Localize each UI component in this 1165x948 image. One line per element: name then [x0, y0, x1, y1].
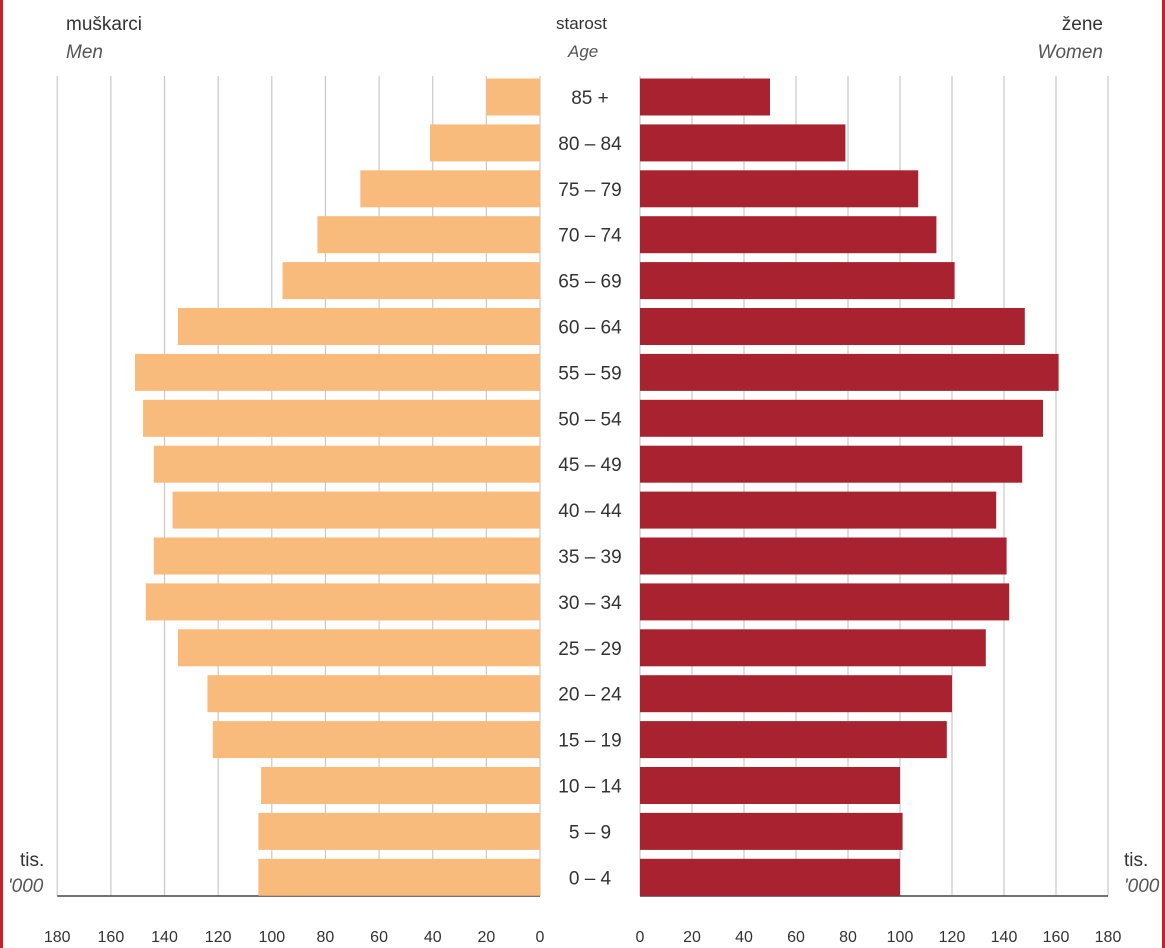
x-tick-label-left: 140	[151, 929, 178, 946]
age-group-label: 35 – 39	[558, 547, 621, 568]
bar-women	[640, 308, 1025, 345]
age-group-label: 50 – 54	[558, 409, 622, 430]
bar-women	[640, 399, 1043, 437]
age-group-label: 80 – 84	[558, 134, 622, 155]
age-label: starost	[556, 14, 608, 33]
bar-men	[177, 629, 540, 667]
x-tick-label-left: 80	[317, 929, 335, 946]
bar-men	[177, 308, 540, 345]
bar-women	[640, 583, 1010, 621]
bar-women	[640, 78, 770, 116]
women-label-en: Women	[1037, 42, 1103, 63]
bar-men	[172, 491, 541, 529]
bar-men	[261, 767, 540, 804]
age-group-label: 65 – 69	[558, 272, 621, 293]
age-group-label: 85 +	[571, 88, 609, 109]
x-tick-label-right: 80	[839, 929, 857, 946]
x-tick-label-right: 0	[636, 929, 645, 946]
bar-men	[282, 262, 540, 300]
age-group-label: 45 – 49	[558, 455, 621, 476]
x-tick-label-right: 40	[735, 929, 753, 946]
bar-women	[640, 675, 952, 713]
x-tick-label-left: 160	[98, 929, 125, 946]
age-group-label: 5 – 9	[569, 822, 611, 843]
age-group-label: 75 – 79	[558, 180, 621, 201]
x-tick-label-right: 140	[991, 929, 1018, 946]
frame-right-border	[1162, 0, 1165, 948]
bar-men	[207, 675, 540, 713]
age-group-label: 15 – 19	[558, 731, 621, 752]
bar-women	[640, 812, 903, 850]
bar-men	[258, 858, 540, 896]
age-label-en: Age	[568, 42, 599, 61]
age-group-label: 55 – 59	[558, 363, 621, 384]
age-group-label: 30 – 34	[558, 593, 622, 614]
bar-men	[153, 445, 541, 483]
unit-right-en: '000	[1124, 876, 1160, 897]
age-group-label: 40 – 44	[558, 501, 622, 522]
unit-right: tis.	[1124, 850, 1149, 871]
unit-left-en: '000	[8, 876, 44, 897]
bar-women	[640, 445, 1023, 483]
bar-men	[212, 721, 540, 759]
bar-men	[486, 78, 540, 116]
x-tick-label-right: 60	[787, 929, 805, 946]
x-tick-label-left: 0	[536, 929, 545, 946]
x-tick-label-left: 60	[370, 929, 388, 946]
bar-men	[135, 353, 540, 391]
bar-women	[640, 124, 846, 162]
bar-men	[258, 812, 540, 850]
bar-men	[317, 216, 540, 254]
age-group-label: 0 – 4	[569, 868, 612, 889]
x-tick-label-right: 120	[939, 929, 966, 946]
age-group-label: 20 – 24	[558, 685, 622, 706]
x-tick-label-left: 100	[258, 929, 285, 946]
x-tick-label-right: 100	[887, 929, 914, 946]
x-tick-label-left: 40	[424, 929, 442, 946]
bar-men	[360, 170, 540, 208]
men-label-en: Men	[66, 42, 103, 63]
bar-men	[153, 537, 541, 575]
x-tick-label-left: 180	[44, 929, 71, 946]
x-tick-label-left: 120	[205, 929, 232, 946]
bar-men	[430, 124, 540, 162]
bar-women	[640, 721, 947, 759]
x-tick-label-right: 160	[1043, 929, 1070, 946]
bar-women	[640, 767, 900, 804]
women-label: žene	[1061, 14, 1103, 35]
bar-men	[145, 583, 540, 621]
x-tick-label-left: 20	[477, 929, 495, 946]
age-group-label: 70 – 74	[558, 226, 622, 247]
bar-women	[640, 216, 937, 254]
bar-women	[640, 170, 919, 208]
x-tick-label-right: 20	[683, 929, 701, 946]
age-group-label: 60 – 64	[558, 318, 622, 339]
unit-left: tis.	[20, 850, 45, 871]
bar-women	[640, 353, 1059, 391]
bar-women	[640, 262, 955, 300]
age-group-label: 10 – 14	[558, 777, 622, 798]
bar-men	[143, 399, 540, 437]
frame-left-border	[0, 0, 3, 948]
bar-women	[640, 629, 986, 667]
bar-women	[640, 537, 1007, 575]
age-group-label: 25 – 29	[558, 639, 621, 660]
bar-women	[640, 491, 997, 529]
x-tick-label-right: 180	[1095, 929, 1122, 946]
men-label: muškarci	[66, 14, 143, 35]
bar-women	[640, 858, 900, 896]
